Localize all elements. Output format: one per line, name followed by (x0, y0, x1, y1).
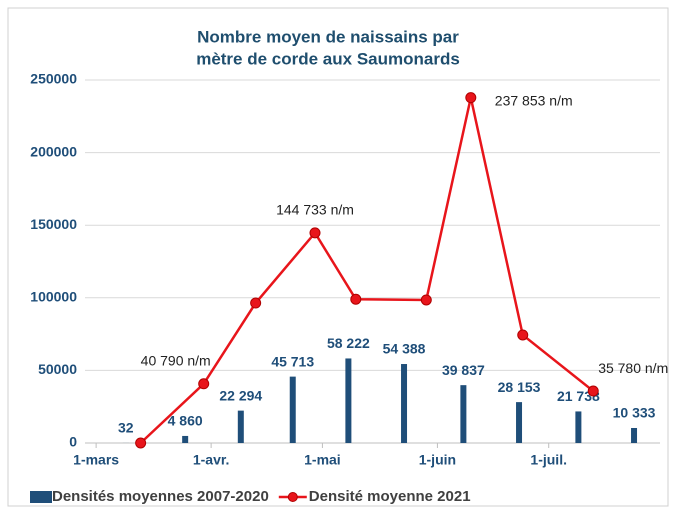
bar-value-label: 10 333 (613, 405, 656, 421)
bar (182, 435, 189, 443)
line-marker (420, 294, 432, 306)
x-tick-label: 1-juin (419, 452, 456, 468)
line-value-label: 237 853 n/m (495, 92, 573, 108)
line-marker (517, 329, 529, 341)
line-marker (198, 378, 210, 390)
legend-label: Densité moyenne 2021 (309, 488, 471, 505)
bar-value-label: 54 388 (383, 341, 426, 357)
chart-title: mètre de corde aux Saumonards (196, 49, 460, 68)
chart-title: Nombre moyen de naissains par (197, 27, 459, 46)
x-tick-label: 1-mars (73, 452, 119, 468)
line-value-label: 35 780 n/m (598, 360, 668, 376)
chart-frame (7, 7, 669, 507)
bar-value-label: 28 153 (498, 379, 541, 395)
y-tick-label: 100000 (30, 289, 77, 305)
bar-value-label: 45 713 (271, 353, 314, 369)
legend-label: Densités moyennes 2007-2020 (52, 488, 269, 505)
y-tick-label: 50000 (38, 361, 77, 377)
legend-swatch (287, 492, 298, 502)
bar (575, 411, 582, 443)
y-tick-label: 150000 (30, 216, 77, 232)
y-tick-label: 250000 (30, 71, 77, 87)
line-marker (465, 92, 477, 104)
x-tick-label: 1-juil. (530, 452, 567, 468)
bar (289, 376, 296, 443)
bar (516, 402, 523, 443)
line-marker (587, 385, 599, 397)
line-value-label: 40 790 n/m (141, 352, 211, 368)
y-tick-label: 200000 (30, 143, 77, 159)
bar (401, 364, 408, 443)
bar-value-label: 22 294 (219, 387, 262, 403)
bar-value-label: 32 (118, 420, 134, 436)
bar (237, 410, 244, 443)
x-tick-label: 1-mai (304, 452, 341, 468)
y-tick-label: 0 (69, 434, 77, 450)
x-tick-label: 1-avr. (193, 452, 230, 468)
line-marker (309, 227, 321, 239)
legend-swatch (30, 491, 52, 503)
bar (460, 385, 467, 443)
bar-value-label: 39 837 (442, 362, 485, 378)
line-marker (250, 297, 262, 309)
bar-value-label: 4 860 (168, 413, 203, 429)
bar (631, 427, 638, 443)
line-marker (350, 293, 362, 305)
bar-value-label: 58 222 (327, 335, 370, 351)
bar (345, 358, 352, 443)
line-value-label: 144 733 n/m (276, 202, 354, 218)
line-marker (135, 437, 147, 449)
